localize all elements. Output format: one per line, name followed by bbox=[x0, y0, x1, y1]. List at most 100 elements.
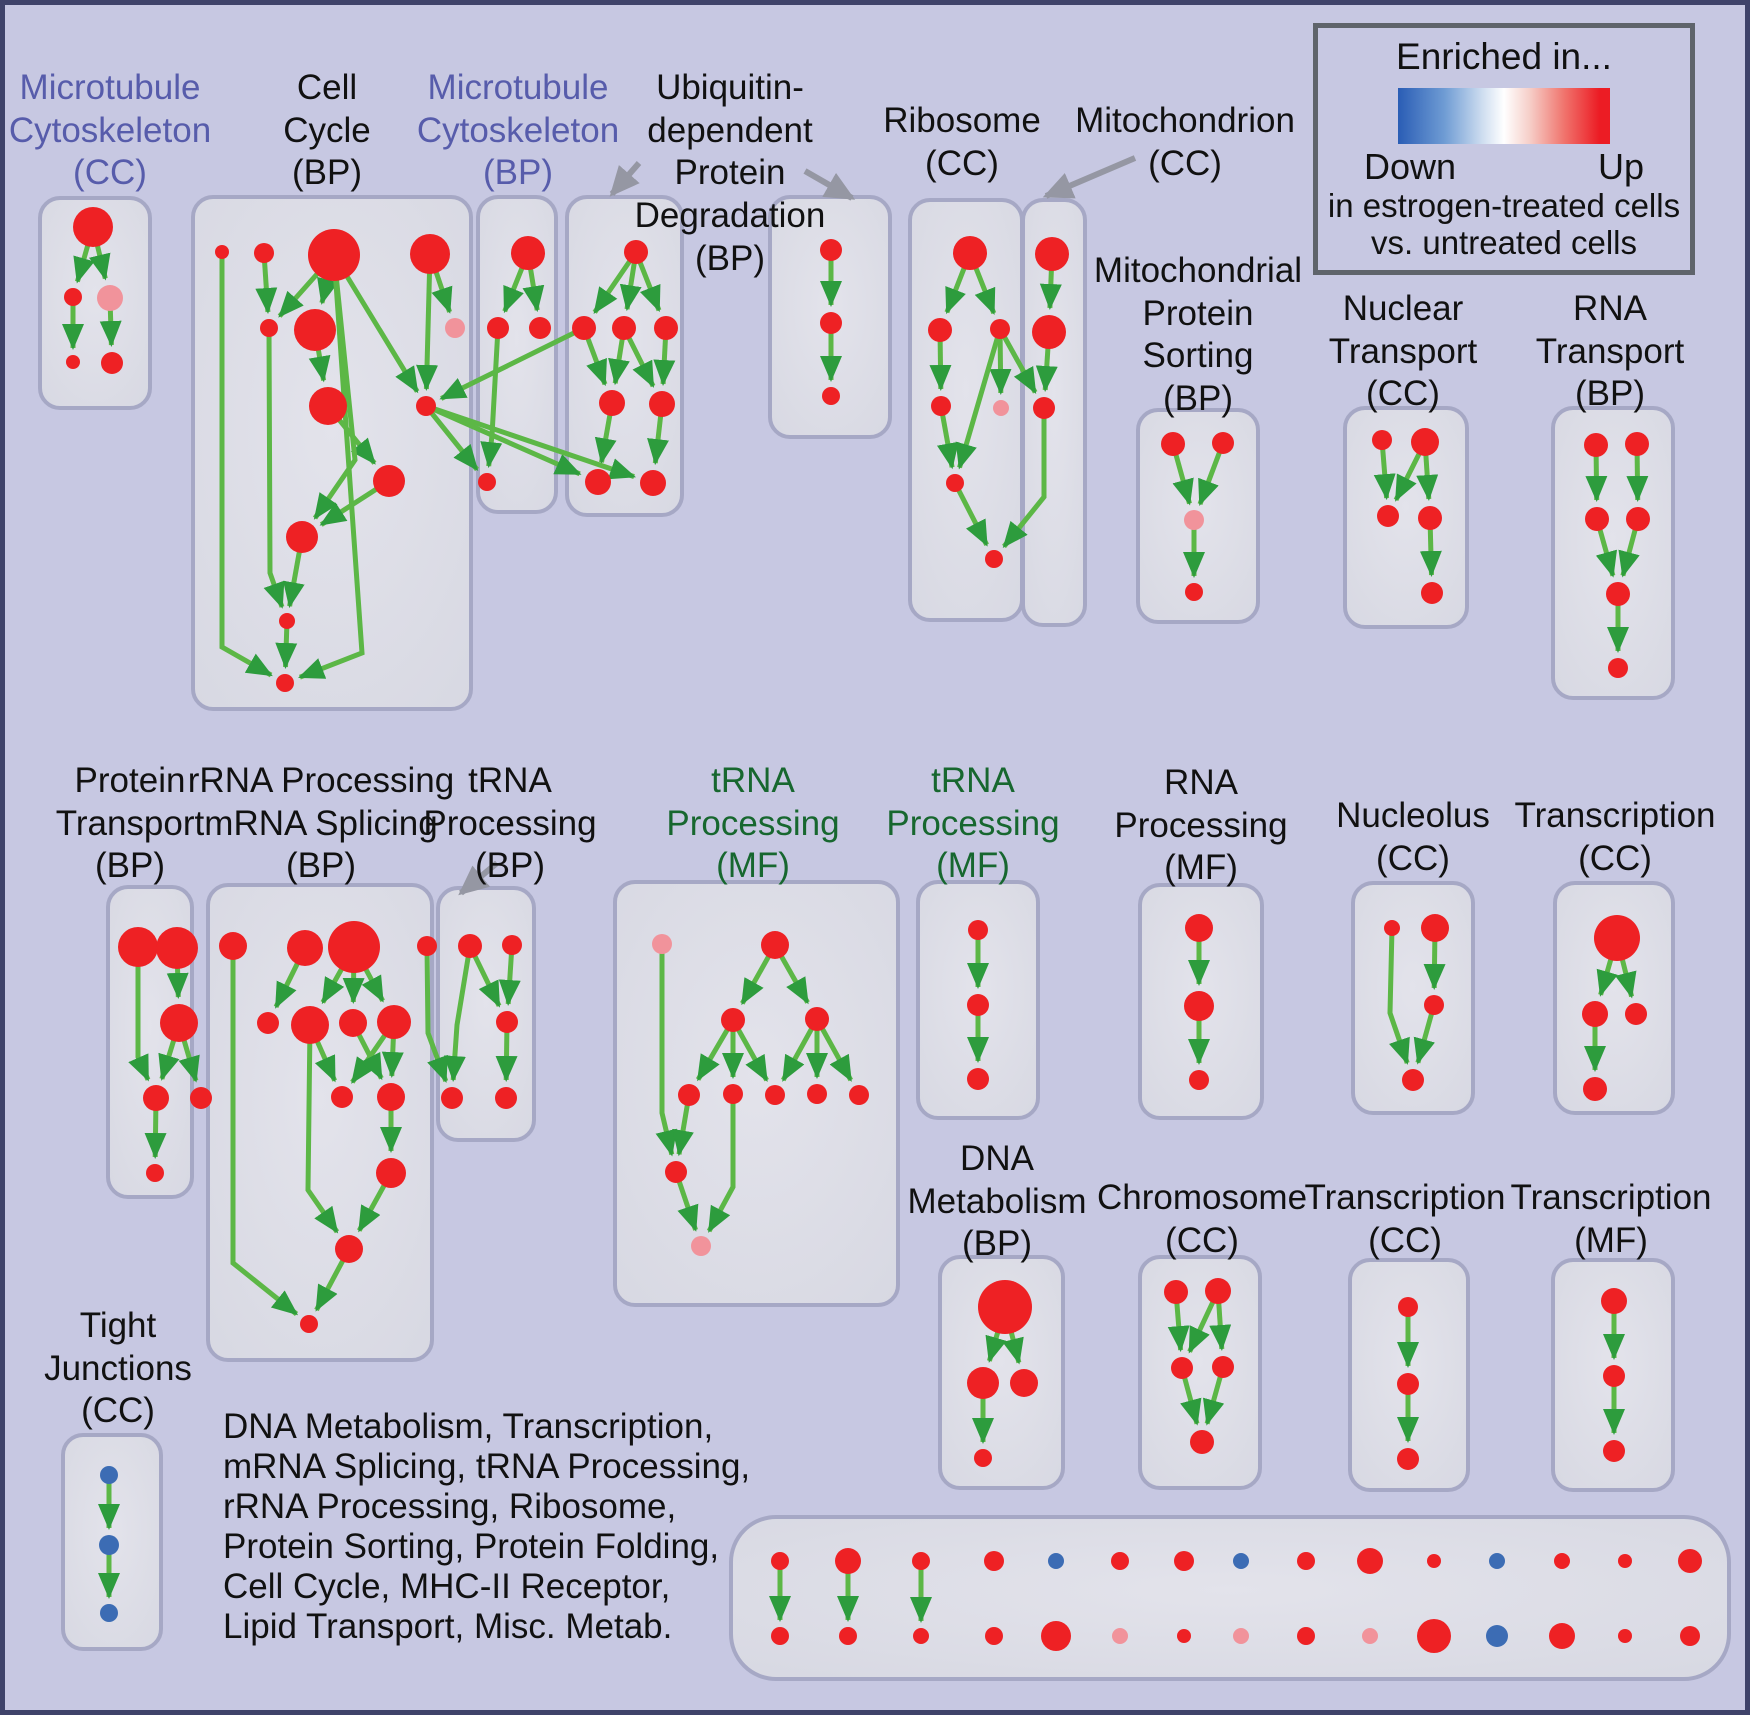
go-term-node bbox=[1297, 1552, 1315, 1570]
go-term-node bbox=[640, 470, 666, 496]
legend-down-label: Down bbox=[1364, 146, 1457, 187]
edge bbox=[219, 252, 273, 678]
go-term-node bbox=[1161, 432, 1185, 456]
go-term-node bbox=[118, 927, 158, 967]
cluster-box-rrna-processing-mrna-splicing-bp bbox=[206, 883, 434, 1362]
go-term-node bbox=[585, 469, 611, 495]
go-term-node bbox=[335, 1235, 363, 1263]
cluster-box-dna-metabolism-bp bbox=[938, 1255, 1065, 1490]
go-term-node bbox=[1601, 1288, 1627, 1314]
go-term-node bbox=[1190, 1430, 1214, 1454]
go-term-node bbox=[654, 316, 678, 340]
cross-cluster-edge bbox=[1002, 408, 1047, 549]
go-term-node bbox=[771, 1552, 789, 1570]
go-term-node bbox=[624, 240, 648, 264]
cluster-box-misc-terms-strip bbox=[729, 1515, 1731, 1681]
cluster-box-rna-transport-bp bbox=[1551, 406, 1675, 700]
go-term-node bbox=[967, 994, 989, 1016]
go-term-node bbox=[691, 1236, 711, 1256]
go-term-node bbox=[160, 1004, 198, 1042]
go-term-node bbox=[985, 550, 1003, 568]
go-term-node bbox=[1603, 1440, 1625, 1462]
go-term-node bbox=[1608, 658, 1628, 678]
go-term-node bbox=[1372, 430, 1392, 450]
go-term-node bbox=[100, 1466, 118, 1484]
edge bbox=[443, 945, 473, 1082]
go-term-node bbox=[495, 1087, 517, 1109]
go-term-node bbox=[260, 319, 278, 337]
go-term-node bbox=[219, 932, 247, 960]
go-term-node bbox=[967, 1367, 999, 1399]
go-term-node bbox=[931, 396, 951, 416]
go-term-node bbox=[73, 207, 113, 247]
go-term-node bbox=[300, 1315, 318, 1333]
go-term-node bbox=[1212, 432, 1234, 454]
edge bbox=[305, 1024, 340, 1234]
go-term-node bbox=[1205, 1278, 1231, 1304]
go-term-node bbox=[1618, 1554, 1632, 1568]
go-term-node bbox=[99, 1535, 119, 1555]
label-pointer-arrow bbox=[458, 860, 499, 896]
go-term-node bbox=[1112, 1628, 1128, 1644]
go-term-node bbox=[1594, 915, 1640, 961]
go-term-node bbox=[678, 1084, 700, 1106]
go-term-node bbox=[1233, 1553, 1249, 1569]
go-term-node bbox=[190, 1087, 212, 1109]
go-term-node bbox=[1680, 1626, 1700, 1646]
go-term-node bbox=[416, 396, 436, 416]
edge bbox=[416, 253, 439, 391]
go-term-node bbox=[328, 921, 380, 973]
go-term-node bbox=[331, 1086, 353, 1108]
cluster-box-nucleolus-cc bbox=[1351, 881, 1475, 1115]
go-term-node bbox=[835, 1548, 861, 1574]
go-term-node bbox=[373, 465, 405, 497]
go-term-node bbox=[1397, 1448, 1419, 1470]
go-term-node bbox=[1486, 1625, 1508, 1647]
legend-up-label: Up bbox=[1597, 146, 1644, 187]
go-term-node bbox=[820, 239, 842, 261]
go-term-node bbox=[64, 288, 82, 306]
go-term-node bbox=[1603, 1365, 1625, 1387]
go-term-node bbox=[721, 1008, 745, 1032]
go-term-node bbox=[97, 285, 123, 311]
go-term-node bbox=[771, 1627, 789, 1645]
go-term-node bbox=[1583, 1077, 1607, 1101]
go-term-node bbox=[101, 352, 123, 374]
go-term-node bbox=[807, 1084, 827, 1104]
go-term-node bbox=[1111, 1552, 1129, 1570]
go-term-node bbox=[953, 236, 987, 270]
go-term-node bbox=[1174, 1551, 1194, 1571]
go-term-node bbox=[100, 1604, 118, 1622]
go-term-node bbox=[458, 934, 482, 958]
go-term-node bbox=[1418, 506, 1442, 530]
go-term-node bbox=[993, 400, 1009, 416]
go-term-node bbox=[441, 1087, 463, 1109]
go-term-node bbox=[652, 934, 672, 954]
go-term-node bbox=[765, 1085, 785, 1105]
go-term-node bbox=[478, 473, 496, 491]
cross-cluster-edge bbox=[997, 327, 1038, 395]
go-term-node bbox=[928, 318, 952, 342]
go-term-node bbox=[1424, 995, 1444, 1015]
go-term-node bbox=[761, 931, 789, 959]
go-term-node bbox=[1625, 1003, 1647, 1025]
go-term-node bbox=[849, 1085, 869, 1105]
go-term-node bbox=[417, 936, 437, 956]
go-term-node bbox=[1233, 1628, 1249, 1644]
go-term-node bbox=[511, 236, 545, 270]
go-term-node bbox=[1582, 1001, 1608, 1027]
go-term-node bbox=[1377, 505, 1399, 527]
go-term-node bbox=[913, 1628, 929, 1644]
edge bbox=[230, 946, 299, 1316]
go-term-node bbox=[1397, 1373, 1419, 1395]
go-term-node bbox=[376, 1158, 406, 1188]
misc-terms-note: DNA Metabolism, Transcription, mRNA Spli… bbox=[223, 1407, 751, 1646]
go-term-node bbox=[1626, 507, 1650, 531]
go-term-node bbox=[1184, 991, 1214, 1021]
go-term-node bbox=[309, 387, 347, 425]
go-term-node bbox=[1164, 1280, 1188, 1304]
edge bbox=[1387, 927, 1410, 1065]
go-term-node bbox=[276, 674, 294, 692]
go-term-node bbox=[1489, 1553, 1505, 1569]
